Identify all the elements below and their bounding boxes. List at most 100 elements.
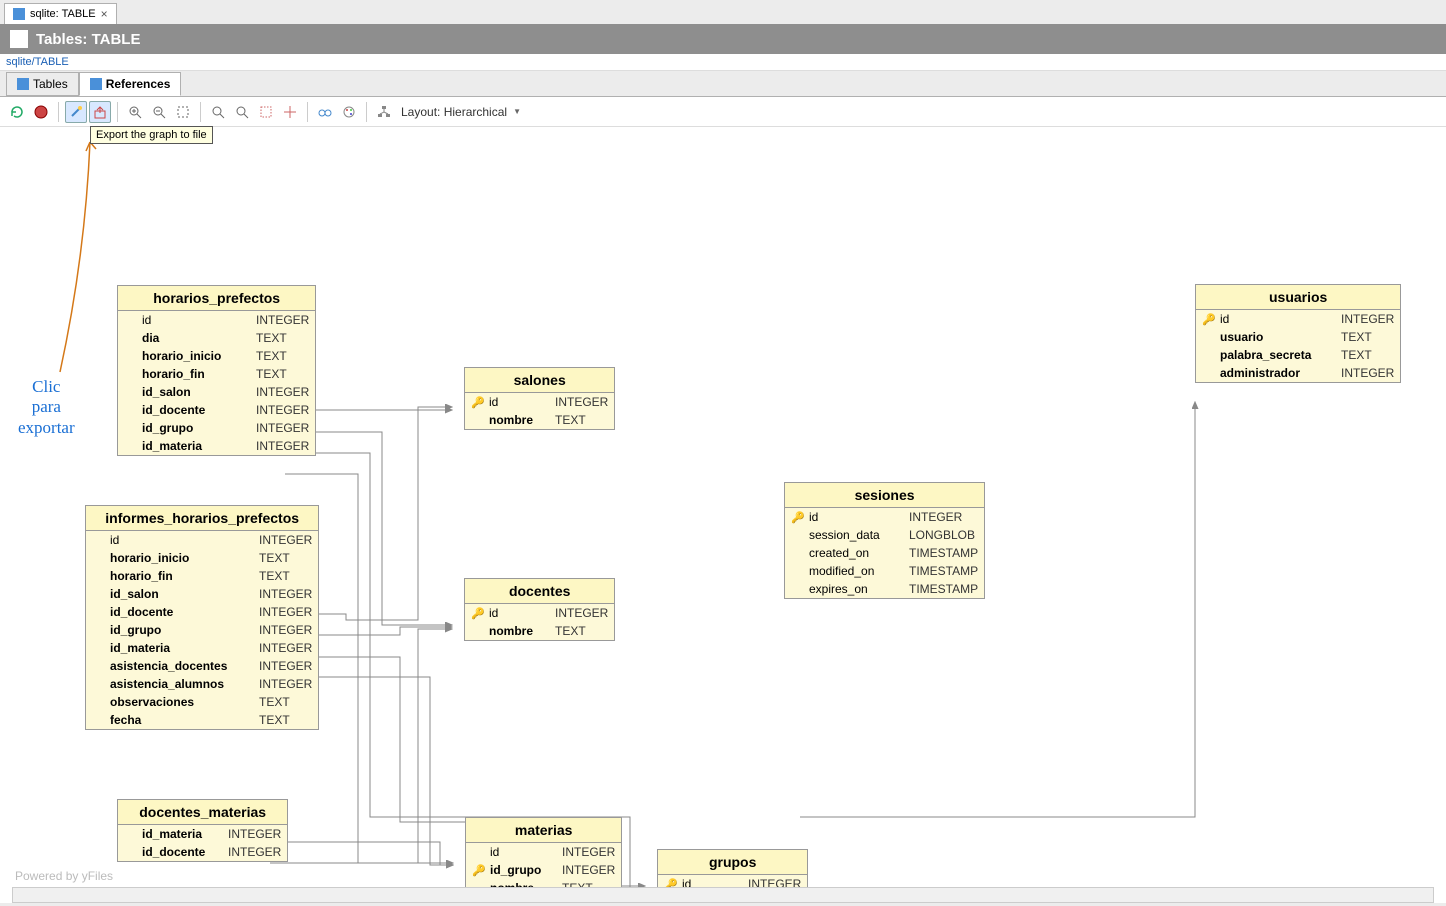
- table-row: id_materia INTEGER: [118, 825, 287, 843]
- powered-by-label: Powered by yFiles: [15, 869, 113, 883]
- tab-tables[interactable]: Tables: [6, 72, 79, 96]
- column-type: TEXT: [256, 367, 287, 381]
- palette-button[interactable]: [338, 101, 360, 123]
- key-icon: 🔑: [471, 396, 483, 409]
- annotation-text: Clic para exportar: [18, 377, 75, 438]
- table-row: nombre TEXT: [465, 622, 614, 640]
- magnify-button-2[interactable]: [231, 101, 253, 123]
- column-type: TIMESTAMP: [909, 546, 978, 560]
- column-type: TEXT: [259, 713, 290, 727]
- column-name: asistencia_docentes: [110, 659, 253, 673]
- entity-title: docentes_materias: [118, 800, 287, 825]
- diagram-canvas[interactable]: Clic para exportar horarios_prefectosid I…: [0, 127, 1446, 903]
- table-row: 🔑idINTEGER: [785, 508, 984, 526]
- column-type: INTEGER: [259, 677, 312, 691]
- tab-label: References: [106, 77, 171, 91]
- column-type: TEXT: [259, 569, 290, 583]
- column-name: administrador: [1220, 366, 1335, 380]
- hierarchy-button[interactable]: [373, 101, 395, 123]
- stop-button[interactable]: [30, 101, 52, 123]
- table-row: usuarioTEXT: [1196, 328, 1400, 346]
- close-icon[interactable]: ×: [101, 7, 108, 21]
- annotation-arrow: [50, 137, 110, 377]
- horizontal-scrollbar[interactable]: [12, 887, 1434, 903]
- zoom-in-button[interactable]: [124, 101, 146, 123]
- column-name: id: [110, 533, 253, 547]
- table-row: id_docenteINTEGER: [118, 401, 315, 419]
- entity-horarios_prefectos[interactable]: horarios_prefectosidINTEGERdiaTEXThorari…: [117, 285, 316, 456]
- entity-title: materias: [466, 818, 621, 843]
- column-name: id: [490, 845, 556, 859]
- entity-title: usuarios: [1196, 285, 1400, 310]
- column-type: INTEGER: [228, 827, 281, 841]
- column-type: TEXT: [555, 413, 586, 427]
- key-icon: 🔑: [472, 864, 484, 877]
- table-row: asistencia_docentesINTEGER: [86, 657, 318, 675]
- column-name: id_salon: [110, 587, 253, 601]
- column-name: usuario: [1220, 330, 1335, 344]
- column-name: asistencia_alumnos: [110, 677, 253, 691]
- column-type: TEXT: [1341, 348, 1372, 362]
- column-type: TEXT: [259, 695, 290, 709]
- table-icon: [17, 78, 29, 90]
- table-row: id INTEGER: [466, 843, 621, 861]
- entity-informes_horarios_prefectos[interactable]: informes_horarios_prefectosid INTEGER hora…: [85, 505, 319, 730]
- export-button[interactable]: Export the graph to file: [89, 101, 111, 123]
- file-tab-sqlite[interactable]: sqlite: TABLE ×: [4, 3, 117, 24]
- table-row: 🔑idINTEGER: [465, 393, 614, 411]
- table-row: id_docenteINTEGER: [86, 603, 318, 621]
- column-name: id_materia: [142, 827, 222, 841]
- entity-docentes[interactable]: docentes🔑idINTEGERnombreTEXT: [464, 578, 615, 641]
- select-button[interactable]: [255, 101, 277, 123]
- column-name: id: [142, 313, 250, 327]
- chevron-down-icon[interactable]: ▼: [513, 107, 521, 116]
- table-row: 🔑idINTEGER: [465, 604, 614, 622]
- table-row: id_docenteINTEGER: [118, 843, 287, 861]
- table-row: observaciones TEXT: [86, 693, 318, 711]
- column-type: TEXT: [259, 551, 290, 565]
- column-type: INTEGER: [562, 845, 615, 859]
- key-icon: 🔑: [1202, 313, 1214, 326]
- refresh-button[interactable]: [6, 101, 28, 123]
- entity-sesiones[interactable]: sesiones🔑idINTEGERsession_dataLONGBLOBcr…: [784, 482, 985, 599]
- column-name: horario_fin: [142, 367, 250, 381]
- column-type: TEXT: [555, 624, 586, 638]
- column-name: id: [489, 606, 549, 620]
- zoom-out-button[interactable]: [148, 101, 170, 123]
- crosshair-button[interactable]: [279, 101, 301, 123]
- column-name: id: [1220, 312, 1335, 326]
- column-name: id_docente: [142, 403, 250, 417]
- entity-usuarios[interactable]: usuarios🔑idINTEGERusuarioTEXTpalabra_sec…: [1195, 284, 1401, 383]
- entity-docentes_materias[interactable]: docentes_materias id_materia INTEGER id_doc…: [117, 799, 288, 862]
- column-name: horario_fin: [110, 569, 253, 583]
- table-row: horario_inicioTEXT: [118, 347, 315, 365]
- zoom-fit-button[interactable]: [172, 101, 194, 123]
- column-type: LONGBLOB: [909, 528, 975, 542]
- column-name: created_on: [809, 546, 903, 560]
- table-row: horario_fin TEXT: [118, 365, 315, 383]
- column-name: id_grupo: [142, 421, 250, 435]
- entity-materias[interactable]: materiasidINTEGER🔑id_grupoINTEGERnombreT…: [465, 817, 622, 898]
- key-icon: 🔑: [471, 607, 483, 620]
- tab-references[interactable]: References: [79, 72, 182, 96]
- column-name: observaciones: [110, 695, 253, 709]
- entity-title: horarios_prefectos: [118, 286, 315, 311]
- table-row: 🔑 id INTEGER: [1196, 310, 1400, 328]
- table-row: palabra_secretaTEXT: [1196, 346, 1400, 364]
- column-name: nombre: [489, 624, 549, 638]
- wand-button[interactable]: [65, 101, 87, 123]
- layout-label[interactable]: Layout: Hierarchical: [401, 105, 507, 119]
- table-row: idINTEGER: [118, 311, 315, 329]
- column-type: INTEGER: [1341, 312, 1394, 326]
- breadcrumb[interactable]: sqlite/TABLE: [0, 54, 1446, 71]
- glasses-button[interactable]: [314, 101, 336, 123]
- table-icon: [10, 30, 28, 48]
- entity-title: salones: [465, 368, 614, 393]
- column-type: INTEGER: [555, 395, 608, 409]
- magnify-button[interactable]: [207, 101, 229, 123]
- column-type: INTEGER: [259, 641, 312, 655]
- column-name: id_materia: [110, 641, 253, 655]
- entity-title: informes_horarios_prefectos: [86, 506, 318, 531]
- entity-salones[interactable]: salones🔑idINTEGER nombre TEXT: [464, 367, 615, 430]
- column-name: nombre: [489, 413, 549, 427]
